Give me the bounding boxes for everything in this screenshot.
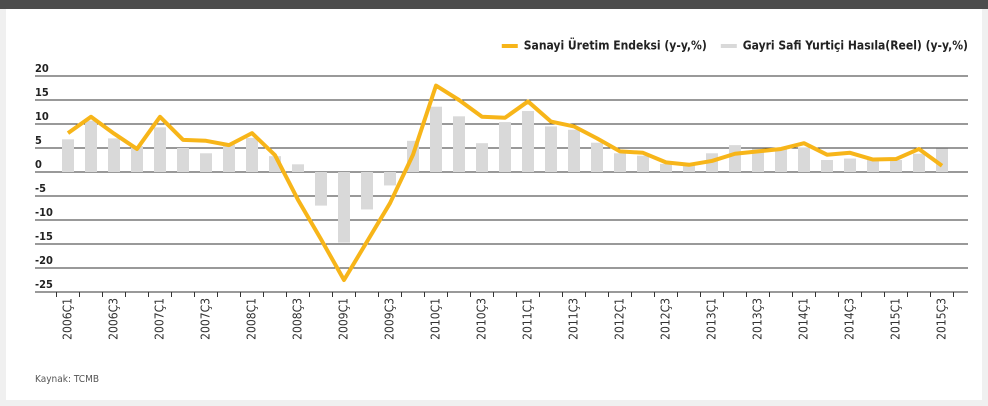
y-tick-label: -20 — [35, 254, 53, 267]
bar — [177, 148, 189, 172]
x-tick-label: 2007Ç1 — [153, 298, 167, 340]
bar — [292, 164, 304, 172]
bar — [660, 163, 672, 172]
x-tick-label: 2014Ç1 — [797, 298, 811, 340]
bar — [453, 116, 465, 172]
bar — [200, 153, 212, 172]
bar — [614, 153, 626, 172]
x-tick-label: 2009Ç1 — [337, 298, 351, 340]
source: Kaynak: TCMB — [35, 374, 99, 385]
x-tick-label: 2006Ç3 — [107, 298, 121, 340]
y-tick-label: -15 — [35, 230, 53, 243]
y-tick-label: -5 — [35, 182, 46, 195]
panel — [6, 8, 982, 400]
x-tick-label: 2009Ç3 — [383, 298, 397, 340]
x-tick-label: 2011Ç3 — [567, 298, 581, 340]
legend-label: Sanayi Üretim Endeksi (y-y,%) — [524, 38, 707, 53]
x-tick-label: 2015Ç1 — [889, 298, 903, 340]
bar — [798, 147, 810, 172]
header-strip — [0, 0, 988, 9]
bar — [683, 162, 695, 172]
line — [66, 83, 944, 282]
x-tick-label: 2008Ç3 — [291, 298, 305, 340]
bar — [913, 153, 925, 172]
x-tick-label: 2015Ç3 — [935, 298, 949, 340]
x-tick-label: 2006Ç1 — [61, 298, 75, 340]
bar — [591, 142, 603, 172]
x-tick-label: 2011Ç1 — [521, 298, 535, 340]
bar — [62, 139, 74, 172]
bar — [499, 122, 511, 172]
bar — [384, 172, 396, 186]
x-tick-label: 2007Ç3 — [199, 298, 213, 340]
bar — [246, 137, 258, 172]
bar — [775, 148, 787, 172]
y-tick-label: 10 — [35, 110, 49, 123]
bar — [522, 111, 534, 172]
y-tick-label: 20 — [35, 62, 49, 75]
x-tick-label: 2013Ç3 — [751, 298, 765, 340]
bar — [85, 120, 97, 172]
y-tick-label: 15 — [35, 86, 49, 99]
x-tick-label: 2012Ç1 — [613, 298, 627, 340]
bar — [821, 160, 833, 172]
bar — [476, 143, 488, 172]
x-tick-label: 2008Ç1 — [245, 298, 259, 340]
x-tick-label: 2013Ç1 — [705, 298, 719, 340]
bar — [223, 144, 235, 172]
x-tick-label: 2014Ç3 — [843, 298, 857, 340]
y-tick-label: -10 — [35, 206, 53, 219]
y-tick-label: -25 — [35, 278, 53, 291]
bar — [637, 155, 649, 172]
bar — [361, 172, 373, 210]
bar — [568, 129, 580, 172]
x-tick-label: 2010Ç1 — [429, 298, 443, 340]
y-tick-label: 5 — [35, 134, 42, 147]
bar — [430, 106, 442, 172]
bar — [545, 126, 557, 172]
x-tick-label: 2012Ç3 — [659, 298, 673, 340]
bar — [338, 172, 350, 243]
bar — [867, 159, 879, 172]
bar — [844, 158, 856, 172]
bar — [154, 127, 166, 172]
legend-label: Gayri Safi Yurtiçi Hasıla(Reel) (y-y,%) — [743, 39, 968, 53]
x-tick-label: 2010Ç3 — [475, 298, 489, 340]
bar — [729, 145, 741, 172]
y-tick-label: 0 — [35, 158, 42, 171]
bar — [890, 160, 902, 172]
bar — [936, 148, 948, 172]
bar — [108, 138, 120, 172]
bar — [131, 146, 143, 172]
bar — [752, 148, 764, 172]
bar — [315, 172, 327, 206]
